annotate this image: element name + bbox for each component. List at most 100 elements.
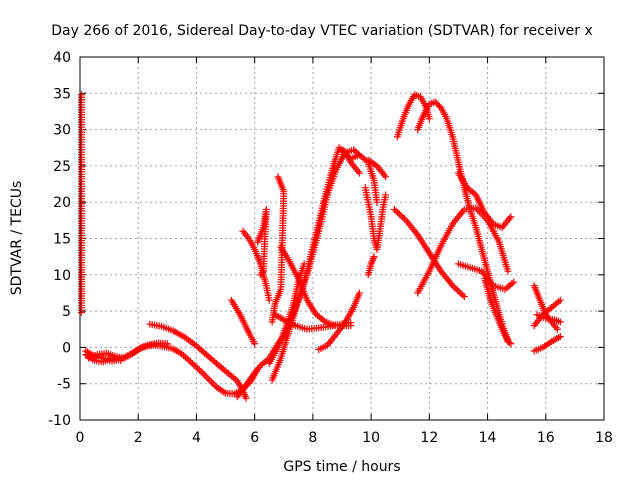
- data-point: [355, 289, 363, 297]
- data-series: [454, 260, 518, 293]
- data-point: [392, 207, 400, 215]
- data-point: [194, 364, 202, 372]
- data-point: [556, 333, 564, 341]
- data-series: [82, 351, 125, 366]
- y-tick-label: 25: [53, 159, 71, 175]
- data-point: [455, 288, 463, 296]
- x-tick-label: 0: [76, 430, 85, 446]
- data-point: [187, 358, 195, 366]
- data-point: [382, 191, 390, 199]
- data-series: [315, 289, 363, 354]
- y-tick-label: 0: [62, 340, 71, 356]
- data-series: [393, 91, 433, 141]
- x-tick-label: 2: [134, 430, 143, 446]
- data-point: [209, 380, 217, 388]
- data-point: [265, 296, 273, 304]
- data-series: [530, 333, 564, 355]
- x-tick-label: 8: [308, 430, 317, 446]
- data-point: [192, 363, 200, 371]
- data-point: [510, 278, 518, 286]
- data-series: [364, 156, 390, 181]
- data-point: [556, 296, 564, 304]
- y-tick-label: 5: [62, 304, 71, 320]
- data-point: [373, 198, 381, 206]
- data-point: [400, 215, 408, 223]
- plot-frame: [79, 56, 605, 421]
- data-points: [77, 91, 564, 402]
- data-point: [256, 271, 264, 279]
- data-point: [397, 212, 405, 220]
- x-axis-label: GPS time / hours: [283, 459, 400, 475]
- data-series: [530, 296, 564, 330]
- y-tick-label: 10: [53, 268, 71, 284]
- data-series: [533, 311, 564, 326]
- data-point: [394, 209, 402, 217]
- data-series: [268, 173, 288, 326]
- y-tick-label: -5: [57, 377, 71, 393]
- data-point: [117, 356, 125, 364]
- data-point: [268, 318, 276, 326]
- data-point: [505, 339, 513, 347]
- data-series: [227, 296, 259, 348]
- data-series: [481, 274, 515, 348]
- data-point: [459, 291, 467, 299]
- data-point: [242, 394, 250, 402]
- x-tick-label: 18: [595, 430, 613, 446]
- x-tick-label: 4: [192, 430, 201, 446]
- data-point: [553, 325, 561, 333]
- data-point: [450, 283, 458, 291]
- data-point: [77, 309, 85, 317]
- data-series: [414, 98, 512, 344]
- data-series: [364, 253, 378, 279]
- data-point: [390, 205, 398, 213]
- data-point: [457, 289, 465, 297]
- data-point: [300, 260, 308, 268]
- data-point: [185, 356, 193, 364]
- data-point: [188, 360, 196, 368]
- data-point: [460, 293, 468, 301]
- y-tick-label: 15: [53, 232, 71, 248]
- data-point: [425, 115, 433, 123]
- data-point: [507, 213, 515, 221]
- data-series: [82, 341, 262, 398]
- y-tick-label: 35: [53, 86, 71, 102]
- data-point: [449, 282, 457, 290]
- data-point: [181, 353, 189, 361]
- x-tick-label: 10: [362, 430, 380, 446]
- y-tick-labels: -10 -5 0 5 10 15 20 25 30 35 40: [48, 50, 71, 429]
- data-series: [414, 204, 512, 297]
- data-series: [146, 320, 250, 402]
- data-point: [454, 286, 462, 294]
- data-point: [202, 373, 210, 381]
- x-tick-label: 14: [479, 430, 497, 446]
- x-tick-label: 16: [537, 430, 555, 446]
- data-point: [399, 213, 407, 221]
- data-point: [183, 355, 191, 363]
- x-tick-labels: 0 2 4 6 8 10 12 14 16 18: [76, 430, 613, 446]
- data-point: [382, 173, 390, 181]
- data-series: [85, 339, 171, 362]
- data-point: [204, 375, 212, 383]
- data-point: [163, 340, 171, 348]
- data-series: [265, 260, 308, 367]
- data-point: [355, 169, 363, 177]
- y-tick-label: -10: [48, 413, 71, 429]
- data-series: [254, 205, 270, 279]
- y-tick-label: 40: [53, 50, 71, 66]
- data-point: [395, 210, 403, 218]
- grid: [80, 57, 604, 420]
- data-point: [436, 102, 444, 110]
- data-point: [452, 285, 460, 293]
- y-tick-label: 20: [53, 195, 71, 211]
- data-series: [361, 184, 390, 253]
- x-tick-label: 12: [420, 430, 438, 446]
- data-point: [507, 340, 515, 348]
- chart-title: Day 266 of 2016, Sidereal Day-to-day VTE…: [51, 23, 593, 39]
- data-point: [370, 253, 378, 261]
- data-point: [208, 378, 216, 386]
- data-point: [206, 376, 214, 384]
- data-series: [454, 169, 515, 232]
- data-point: [197, 368, 205, 376]
- data-point: [504, 267, 512, 275]
